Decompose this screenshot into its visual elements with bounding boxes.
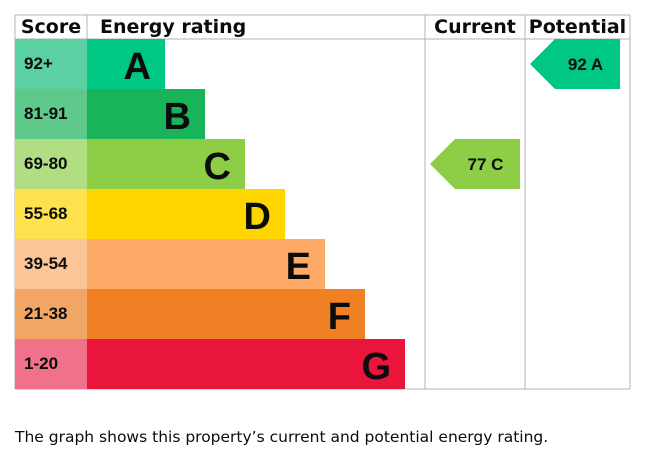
band-range-g: 1-20	[24, 354, 58, 373]
band-row-a: 92+ A	[15, 39, 165, 89]
band-bar-d	[87, 189, 285, 239]
band-letter-c: C	[204, 146, 231, 188]
band-score-cell-c	[15, 139, 87, 189]
band-score-cell-f	[15, 289, 87, 339]
header-score: Score	[21, 16, 81, 38]
band-row-b: 81-91 B	[15, 89, 205, 139]
current-rating-arrow: 77 C	[430, 139, 520, 189]
band-range-c: 69-80	[24, 154, 67, 173]
header-rating: Energy rating	[100, 16, 246, 38]
chart-caption: The graph shows this property’s current …	[15, 428, 549, 446]
header-current: Current	[434, 16, 516, 38]
chart-headers: Score Energy rating Current Potential	[21, 16, 626, 38]
band-row-d: 55-68 D	[15, 189, 285, 239]
band-row-e: 39-54 E	[15, 239, 325, 289]
band-letter-a: A	[124, 46, 151, 88]
band-letter-e: E	[286, 246, 311, 288]
rating-arrows: 77 C 92 A	[430, 39, 620, 189]
band-bar-e	[87, 239, 325, 289]
band-letter-g: G	[361, 346, 391, 388]
band-score-cell-e	[15, 239, 87, 289]
band-score-cell-a	[15, 39, 87, 89]
band-letter-b: B	[164, 96, 191, 138]
header-potential: Potential	[529, 16, 626, 38]
current-arrow-label: 77 C	[468, 155, 504, 174]
potential-rating-arrow: 92 A	[530, 39, 620, 89]
band-letter-f: F	[328, 296, 351, 338]
band-range-e: 39-54	[24, 254, 68, 273]
energy-rating-chart: Score Energy rating Current Potential 92+ A8…	[14, 14, 631, 390]
band-range-a: 92+	[24, 54, 53, 73]
current-arrow-shape	[430, 139, 520, 189]
band-range-d: 55-68	[24, 204, 67, 223]
band-bar-g	[87, 339, 405, 389]
potential-arrow-shape	[530, 39, 620, 89]
band-row-f: 21-38 F	[15, 289, 365, 339]
band-bar-c	[87, 139, 245, 189]
band-bar-b	[87, 89, 205, 139]
band-row-g: 1-20 G	[15, 339, 405, 389]
potential-arrow-label: 92 A	[568, 55, 603, 74]
band-score-cell-g	[15, 339, 87, 389]
rating-bands: 92+ A 81-91 B 69-80 C 55-68 D 39-54 E 21-38 F 1-20 G	[15, 39, 405, 389]
band-score-cell-b	[15, 89, 87, 139]
band-bar-f	[87, 289, 365, 339]
band-letter-d: D	[244, 196, 271, 238]
band-range-f: 21-38	[24, 304, 67, 323]
band-score-cell-d	[15, 189, 87, 239]
band-bar-a	[87, 39, 165, 89]
band-row-c: 69-80 C	[15, 139, 245, 189]
band-range-b: 81-91	[24, 104, 67, 123]
